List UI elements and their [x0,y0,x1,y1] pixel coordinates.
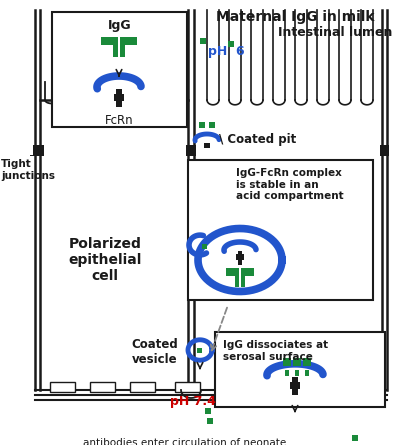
Text: Coated
vesicle: Coated vesicle [132,338,178,366]
Bar [285,370,289,376]
Bar [244,268,254,276]
Bar [238,251,242,265]
Text: pH 7.4: pH 7.4 [170,396,216,409]
Bar [235,274,239,287]
Bar [186,145,196,156]
Bar [290,382,300,389]
Text: Tight
junctions: Tight junctions [1,159,55,181]
Text: antibodies enter circulation of neonate: antibodies enter circulation of neonate [83,438,287,445]
Bar [293,358,301,366]
Bar [33,145,44,156]
Text: Maternal IgG in milk: Maternal IgG in milk [216,10,374,24]
Bar [202,244,207,249]
Bar [380,145,389,156]
Bar [295,370,299,376]
Bar [204,143,210,148]
Text: \ Coated pit: \ Coated pit [219,133,296,146]
Text: IgG-FcRn complex
is stable in an
acid compartment: IgG-FcRn complex is stable in an acid co… [236,168,344,201]
Bar [215,332,385,407]
Bar [188,160,373,300]
Bar [241,274,245,287]
Bar [292,377,298,395]
Bar [207,418,213,424]
Text: Polarized
epithelial
cell: Polarized epithelial cell [68,237,142,283]
Bar [116,89,122,107]
Bar [209,122,215,128]
Bar [90,382,115,392]
Bar [130,382,155,392]
Bar [101,37,113,45]
Bar [200,38,206,44]
Bar [113,37,118,45]
Text: FcRn: FcRn [105,114,134,128]
Bar [52,12,187,127]
Bar [120,43,125,57]
Bar [205,408,211,414]
Bar [197,348,202,353]
Bar [113,43,118,57]
Bar [175,382,200,392]
Text: IgG dissociates at
serosal surface: IgG dissociates at serosal surface [223,340,328,362]
Bar [235,268,239,276]
Text: Intestinal lumen: Intestinal lumen [278,26,392,39]
Bar [228,41,234,47]
Bar [241,268,245,276]
Bar [125,37,137,45]
Bar [226,268,236,276]
Bar [114,94,124,101]
Text: IgG: IgG [108,20,131,32]
Bar [120,37,125,45]
Bar [199,122,205,128]
Bar [236,254,244,260]
Bar [352,435,358,441]
Bar [283,358,291,366]
Bar [303,358,311,366]
Text: pH  6: pH 6 [208,45,245,58]
Bar [305,370,309,376]
Bar [50,382,75,392]
